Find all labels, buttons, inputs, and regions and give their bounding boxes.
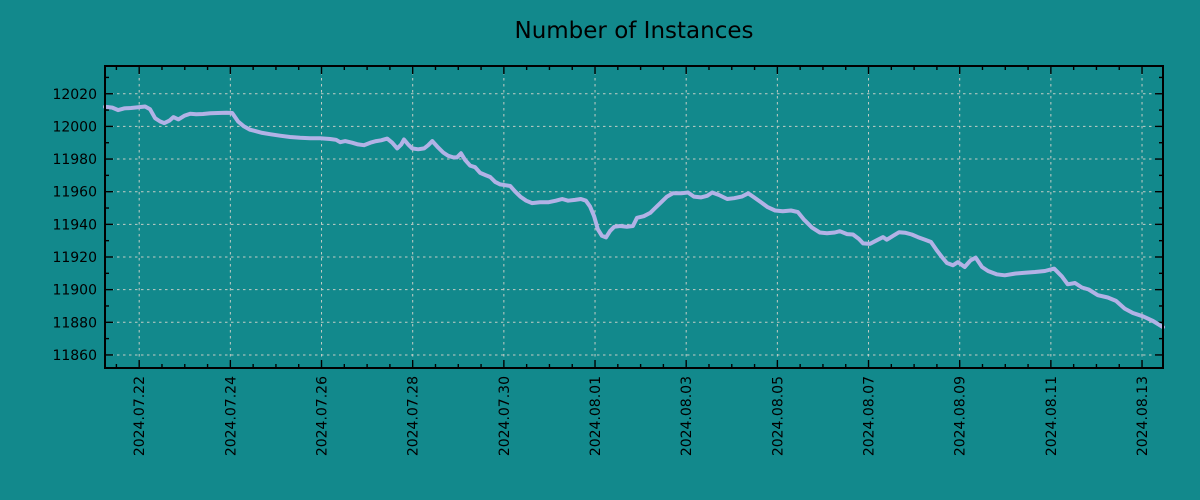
- y-tick-label: 11860: [52, 348, 97, 364]
- y-tick-label: 11880: [52, 315, 97, 331]
- x-tick-label: 2024.07.26: [315, 376, 331, 456]
- x-tick-label: 2024.08.13: [1135, 376, 1151, 456]
- x-tick-label: 2024.08.01: [588, 376, 604, 456]
- y-tick-label: 11900: [52, 283, 97, 299]
- x-tick-label: 2024.08.05: [770, 376, 786, 456]
- chart-title: Number of Instances: [515, 18, 754, 44]
- y-tick-labels: 11860 11880 11900 11920 11940 11960 11980 12000…: [52, 87, 97, 364]
- x-tick-label: 2024.08.09: [953, 376, 969, 456]
- x-tick-label: 2024.08.07: [862, 376, 878, 456]
- axis-ticks: [105, 66, 1163, 368]
- x-tick-label: 2024.07.22: [132, 376, 148, 456]
- y-tick-label: 12020: [52, 87, 97, 103]
- y-tick-label: 11940: [52, 217, 97, 233]
- x-tick-label: 2024.07.28: [406, 376, 422, 456]
- y-tick-label: 11920: [52, 250, 97, 266]
- series-line-instances: [103, 104, 1165, 330]
- x-tick-labels: 2024.07.22 2024.07.24 2024.07.26 2024.07.28…: [132, 376, 1151, 456]
- x-tick-label: 2024.08.11: [1044, 376, 1060, 456]
- y-tick-label: 11960: [52, 185, 97, 201]
- gridlines: [105, 66, 1163, 368]
- plot-border: [104, 65, 1164, 369]
- x-tick-label: 2024.08.03: [679, 376, 695, 456]
- y-tick-label: 12000: [52, 119, 97, 135]
- x-tick-label: 2024.07.30: [497, 376, 513, 456]
- y-tick-label: 11980: [52, 152, 97, 168]
- x-tick-label: 2024.07.24: [223, 376, 239, 456]
